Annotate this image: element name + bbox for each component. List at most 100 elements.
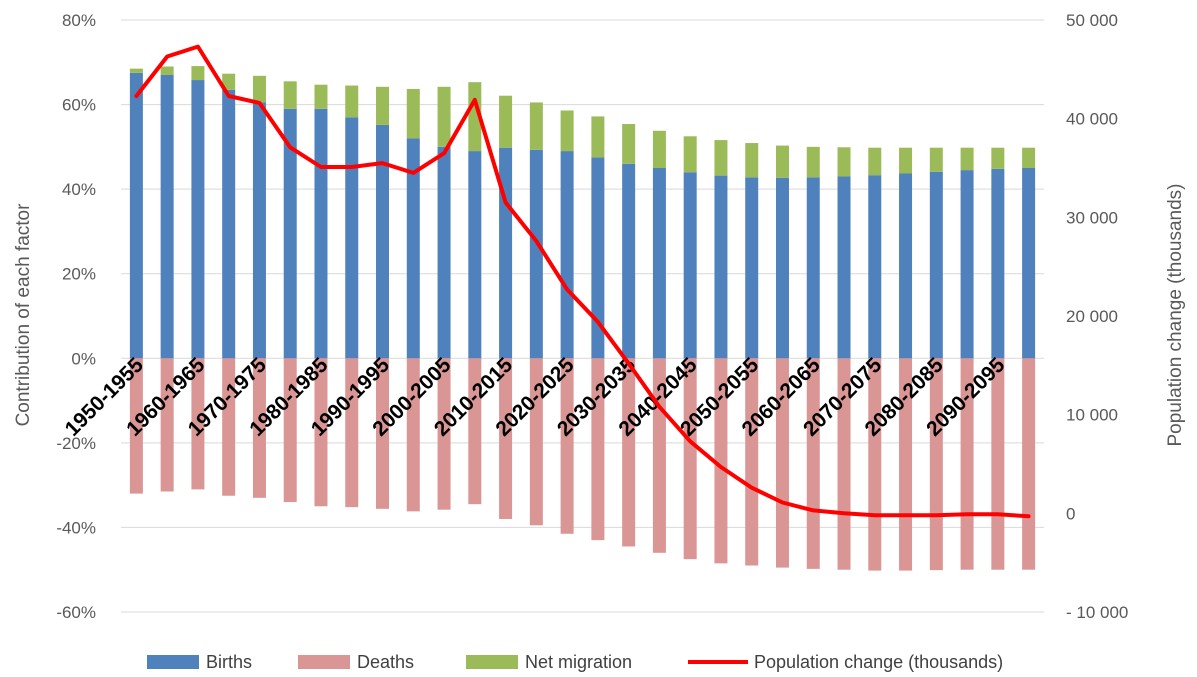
left-tick-label: 60% xyxy=(62,96,96,115)
left-tick-label: 0% xyxy=(71,349,96,368)
population-change-polyline xyxy=(134,44,1031,519)
deaths-bar xyxy=(652,358,666,553)
deaths-bar xyxy=(468,358,482,505)
net-migration-bar xyxy=(560,110,574,152)
deaths-bar xyxy=(806,358,820,569)
legend-item: Net migration xyxy=(466,652,632,672)
net-migration-bar xyxy=(960,147,974,171)
deaths-bar xyxy=(960,358,974,570)
right-tick-label: - 10 000 xyxy=(1066,603,1128,622)
births-bar xyxy=(1022,168,1036,359)
deaths-bar xyxy=(683,358,697,560)
births-bar xyxy=(929,171,943,359)
right-tick-label: 20 000 xyxy=(1066,307,1118,326)
legend-swatch xyxy=(466,655,518,669)
births-bar xyxy=(314,108,328,359)
net-migration-bar xyxy=(714,140,728,176)
deaths-bar xyxy=(591,358,605,541)
births-bar xyxy=(345,117,359,359)
births-bar xyxy=(437,146,451,359)
left-tick-label: 40% xyxy=(62,180,96,199)
births-bar xyxy=(376,124,390,359)
gridlines xyxy=(121,19,1044,613)
births-bar xyxy=(714,175,728,359)
net-migration-bar xyxy=(376,86,390,125)
left-tick-label: -40% xyxy=(56,518,96,537)
legend-item: Deaths xyxy=(298,652,414,672)
net-migration-bar xyxy=(129,68,143,73)
births-bar xyxy=(868,175,882,359)
right-tick-label: 10 000 xyxy=(1066,406,1118,425)
legend-label: Net migration xyxy=(525,652,632,672)
births-bar xyxy=(160,74,174,359)
deaths-bar xyxy=(529,358,543,526)
left-tick-label: 20% xyxy=(62,265,96,284)
net-migration-bar xyxy=(345,85,359,118)
net-migration-bar xyxy=(529,102,543,150)
deaths-bar xyxy=(560,358,574,534)
births-bar xyxy=(683,172,697,359)
net-migration-bar xyxy=(160,66,174,75)
net-migration-bar xyxy=(252,75,266,103)
net-migration-bar xyxy=(406,88,420,139)
deaths-bar xyxy=(129,358,143,494)
net-migration-bar xyxy=(283,81,297,109)
births-bar xyxy=(252,102,266,359)
births-bar xyxy=(837,176,851,359)
deaths-bar xyxy=(191,358,205,490)
deaths-bar xyxy=(622,358,636,547)
births-bar xyxy=(468,151,482,359)
net-migration-bar xyxy=(929,147,943,172)
deaths-bar xyxy=(437,358,451,510)
net-migration-bar xyxy=(868,147,882,176)
net-migration-bar xyxy=(775,145,789,178)
deaths-bar xyxy=(160,358,174,492)
deaths-bar xyxy=(868,358,882,571)
net-migration-bar xyxy=(622,124,636,164)
births-bar xyxy=(560,151,574,359)
net-migration-bar xyxy=(191,66,205,81)
births-bar xyxy=(991,168,1005,359)
left-axis-title: Contribution of each factor xyxy=(13,203,34,427)
net-migration-bar xyxy=(837,147,851,177)
births-bar xyxy=(806,177,820,359)
deaths-bar xyxy=(222,358,236,496)
deaths-bar xyxy=(376,358,390,509)
legend: Births Deaths Net migration Population chan… xyxy=(147,652,1003,672)
births-bar xyxy=(899,173,913,359)
deaths-bar xyxy=(837,358,851,570)
deaths-bar xyxy=(745,358,759,566)
births-bar xyxy=(129,72,143,359)
deaths-bar xyxy=(283,358,297,503)
net-migration-bar xyxy=(745,143,759,178)
births-bar xyxy=(775,177,789,359)
net-migration-bar xyxy=(806,146,820,178)
deaths-bar xyxy=(775,358,789,568)
legend-item: Births xyxy=(147,652,252,672)
left-tick-label: -20% xyxy=(56,434,96,453)
births-bar xyxy=(745,177,759,359)
net-migration-bar xyxy=(1022,147,1036,168)
births-bar xyxy=(591,157,605,359)
deaths-bar xyxy=(499,358,513,519)
left-axis-ticks: -60% -40% -20% 0% 20% 40% 60% 80% xyxy=(56,11,96,622)
left-tick-label: -60% xyxy=(56,603,96,622)
legend-label: Births xyxy=(206,652,252,672)
births-bar xyxy=(529,149,543,359)
net-migration-bar xyxy=(468,82,482,152)
births-bar xyxy=(222,89,236,359)
net-migration-bar xyxy=(991,147,1005,169)
legend-label: Deaths xyxy=(357,652,414,672)
births-bar xyxy=(622,163,636,359)
births-migration-bars xyxy=(129,66,1036,359)
deaths-bar xyxy=(345,358,359,508)
net-migration-bar xyxy=(683,136,697,173)
net-migration-bar xyxy=(499,95,513,148)
deaths-bar xyxy=(314,358,328,507)
left-tick-label: 80% xyxy=(62,11,96,30)
births-bar xyxy=(652,168,666,359)
legend-item: Population change (thousands) xyxy=(688,652,1003,672)
legend-swatch xyxy=(298,655,350,669)
deaths-bar xyxy=(991,358,1005,570)
